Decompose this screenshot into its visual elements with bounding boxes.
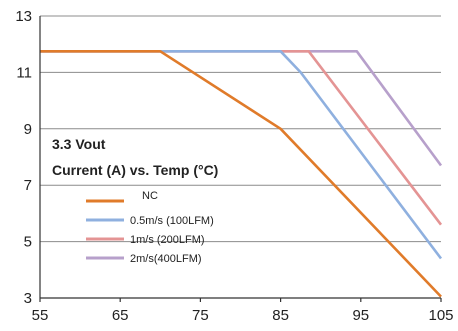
annotation-line-2: Current (A) vs. Temp (°C) xyxy=(52,162,218,178)
legend-item: 1m/s (200LFM) xyxy=(86,234,205,246)
legend-label: 0.5m/s (100LFM) xyxy=(130,215,214,227)
legend-label: NC xyxy=(142,190,158,202)
legend-label: 2m/s(400LFM) xyxy=(130,253,202,265)
x-tick-label: 75 xyxy=(192,307,209,324)
legend-label: 1m/s (200LFM) xyxy=(130,234,205,246)
y-tick-label: 3 xyxy=(24,290,32,307)
x-tick-labels: 55 65 75 85 95 105 xyxy=(32,298,454,324)
x-tick-label: 85 xyxy=(272,307,289,324)
y-tick-label: 9 xyxy=(24,121,32,138)
legend: NC 0.5m/s (100LFM) 1m/s (200LFM) 2m/s(400LF… xyxy=(86,190,214,265)
series-line-0 xyxy=(40,50,442,298)
legend-item: 2m/s(400LFM) xyxy=(86,253,202,265)
x-tick-label: 65 xyxy=(112,307,129,324)
chart-annotation: 3.3 Vout Current (A) vs. Temp (°C) xyxy=(52,136,218,178)
series-lines xyxy=(40,50,443,298)
x-tick-label: 95 xyxy=(352,307,369,324)
y-tick-label: 11 xyxy=(16,64,32,81)
y-tick-label: 7 xyxy=(24,177,32,194)
annotation-line-1: 3.3 Vout xyxy=(52,136,106,152)
legend-item: NC xyxy=(86,190,158,203)
y-tick-label: 13 xyxy=(15,8,32,25)
x-tick-label: 105 xyxy=(428,307,453,324)
y-tick-labels: 3 5 7 9 11 13 xyxy=(15,8,32,307)
x-tick-label: 55 xyxy=(32,307,49,324)
legend-item: 0.5m/s (100LFM) xyxy=(86,215,214,227)
axes xyxy=(39,16,441,299)
y-tick-label: 5 xyxy=(24,234,32,251)
grid-lines xyxy=(40,15,441,243)
